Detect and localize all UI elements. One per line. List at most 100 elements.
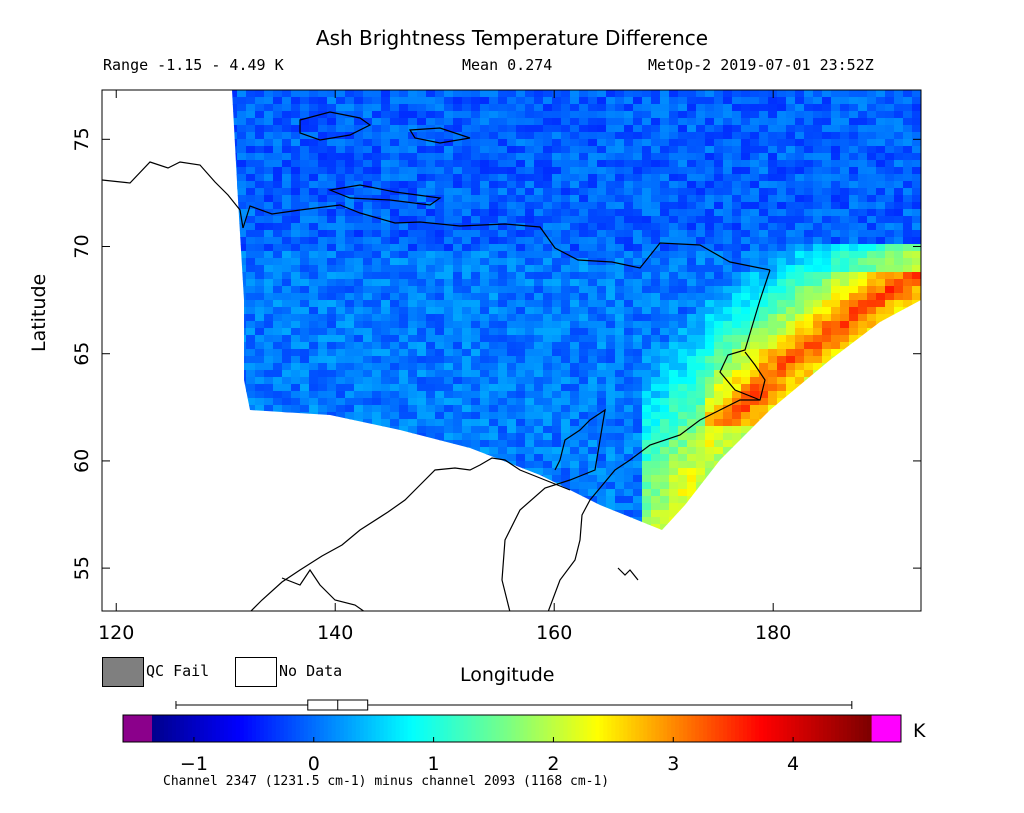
swath-cell — [426, 146, 436, 154]
swath-cell — [723, 363, 733, 371]
swath-cell — [363, 419, 373, 427]
swath-cell — [516, 160, 526, 168]
swath-cell — [606, 475, 616, 483]
swath-cell — [390, 125, 400, 133]
swath-cell — [660, 188, 670, 196]
swath-cell — [696, 167, 706, 175]
swath-cell — [624, 132, 634, 140]
swath-cell — [687, 195, 697, 203]
swath-cell — [372, 202, 382, 210]
swath-cell — [237, 454, 247, 462]
swath-cell — [786, 209, 796, 217]
swath-cell — [858, 188, 868, 196]
swath-cell — [705, 489, 715, 497]
swath-cell — [453, 517, 463, 525]
swath-cell — [390, 160, 400, 168]
swath-cell — [543, 251, 553, 259]
swath-cell — [336, 356, 346, 364]
swath-cell — [336, 398, 346, 406]
swath-cell — [624, 503, 634, 511]
swath-cell — [435, 377, 445, 385]
swath-cell — [741, 321, 751, 329]
swath-cell — [615, 195, 625, 203]
swath-cell — [750, 111, 760, 119]
swath-cell — [327, 349, 337, 357]
swath-cell — [516, 517, 526, 525]
swath-cell — [903, 419, 913, 427]
swath-cell — [232, 440, 238, 448]
swath-cell — [489, 307, 499, 315]
swath-cell — [255, 125, 265, 133]
swath-cell — [390, 104, 400, 112]
swath-cell — [876, 90, 886, 98]
swath-cell — [705, 293, 715, 301]
swath-cell — [777, 496, 787, 504]
swath-cell — [570, 244, 580, 252]
swath-cell — [232, 139, 238, 147]
swath-cell — [507, 377, 517, 385]
swath-cell — [642, 104, 652, 112]
swath-cell — [633, 167, 643, 175]
swath-cell — [309, 167, 319, 175]
swath-cell — [885, 524, 895, 530]
swath-cell — [813, 216, 823, 224]
swath-cell — [345, 111, 355, 119]
swath-cell — [903, 146, 913, 154]
swath-cell — [849, 426, 859, 434]
swath-cell — [786, 223, 796, 231]
swath-cell — [840, 223, 850, 231]
swath-cell — [606, 90, 616, 98]
swath-cell — [633, 174, 643, 182]
swath-cell — [912, 258, 921, 266]
swath-cell — [327, 328, 337, 336]
swath-cell — [660, 139, 670, 147]
swath-cell — [354, 279, 364, 287]
swath-cell — [579, 440, 589, 448]
swath-cell — [408, 510, 418, 518]
swath-cell — [714, 454, 724, 462]
swath-cell — [480, 468, 490, 476]
swath-cell — [309, 370, 319, 378]
swath-cell — [840, 489, 850, 497]
swath-cell — [372, 468, 382, 476]
swath-cell — [840, 139, 850, 147]
swath-cell — [759, 342, 769, 350]
swath-cell — [444, 293, 454, 301]
swath-cell — [435, 433, 445, 441]
swath-cell — [768, 160, 778, 168]
swath-cell — [822, 202, 832, 210]
swath-cell — [570, 503, 580, 511]
swath-cell — [759, 160, 769, 168]
swath-cell — [273, 132, 283, 140]
swath-cell — [678, 489, 688, 497]
swath-cell — [876, 195, 886, 203]
swath-cell — [417, 356, 427, 364]
swath-cell — [327, 307, 337, 315]
swath-cell — [651, 377, 661, 385]
swath-cell — [876, 139, 886, 147]
swath-cell — [714, 174, 724, 182]
swath-cell — [498, 335, 508, 343]
swath-cell — [534, 321, 544, 329]
swath-cell — [768, 384, 778, 392]
swath-cell — [291, 405, 301, 413]
swath-cell — [849, 321, 859, 329]
swath-cell — [678, 237, 688, 245]
swath-cell — [543, 300, 553, 308]
swath-cell — [291, 223, 301, 231]
swath-cell — [381, 468, 391, 476]
swath-cell — [237, 482, 247, 490]
swath-cell — [570, 300, 580, 308]
swath-cell — [687, 111, 697, 119]
swath-cell — [786, 349, 796, 357]
swath-cell — [633, 377, 643, 385]
swath-cell — [624, 188, 634, 196]
swath-cell — [525, 370, 535, 378]
swath-cell — [426, 454, 436, 462]
swath-cell — [813, 300, 823, 308]
swath-cell — [642, 181, 652, 189]
swath-cell — [831, 314, 841, 322]
swath-cell — [651, 188, 661, 196]
swath-cell — [237, 104, 247, 112]
swath-cell — [867, 454, 877, 462]
